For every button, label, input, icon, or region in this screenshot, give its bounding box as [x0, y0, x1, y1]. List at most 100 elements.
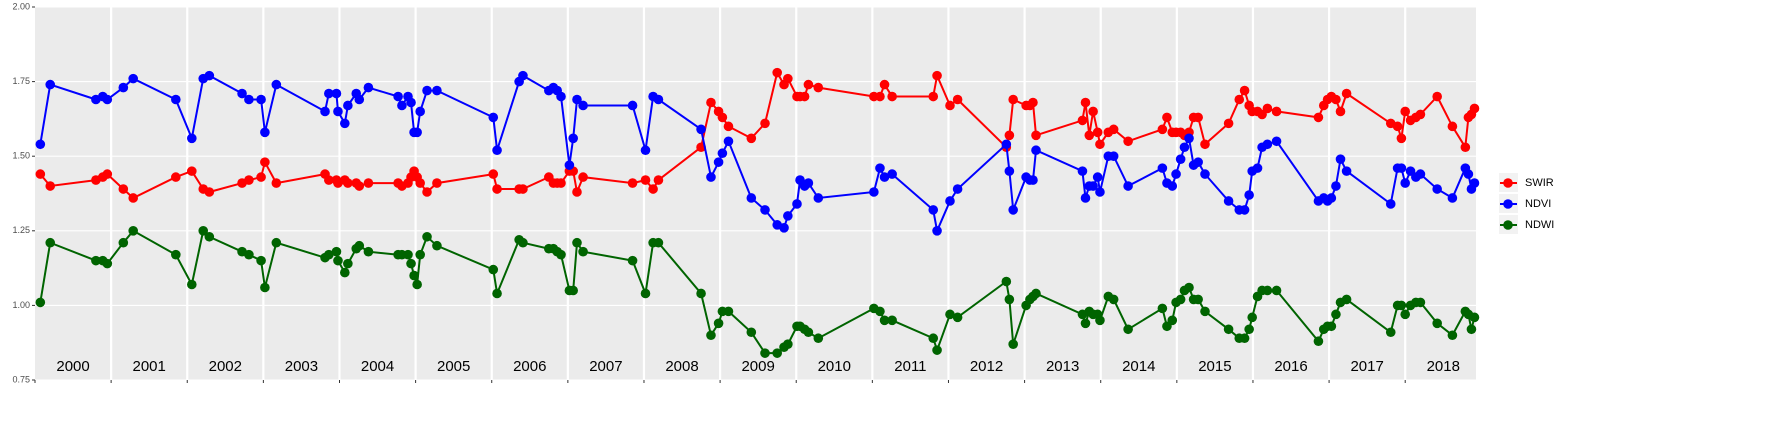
point: [1077, 166, 1088, 176]
point: [1031, 288, 1041, 299]
point: [1077, 115, 1088, 126]
point: [1123, 136, 1133, 147]
point: [1341, 166, 1352, 176]
point: [406, 97, 416, 108]
point: [422, 85, 432, 96]
point: [723, 136, 734, 147]
point: [1200, 306, 1210, 317]
point: [204, 231, 215, 242]
point: [1223, 196, 1234, 206]
point: [640, 175, 651, 185]
point: [1200, 139, 1210, 150]
point: [556, 249, 566, 260]
point: [1341, 294, 1352, 305]
point: [1162, 112, 1172, 123]
point: [102, 94, 113, 105]
y-tick-label: 0.75: [12, 374, 30, 384]
y-tick-label: 1.75: [12, 76, 30, 86]
point: [1313, 112, 1324, 123]
point: [653, 237, 664, 248]
point: [187, 133, 197, 144]
legend-label: NDWI: [1525, 219, 1554, 231]
point: [1031, 145, 1041, 156]
year-label: 2011: [894, 358, 926, 375]
point: [706, 172, 716, 182]
point: [1004, 294, 1015, 305]
point: [415, 178, 425, 188]
year-label: 2018: [1427, 358, 1460, 375]
point: [488, 264, 499, 275]
point: [1239, 333, 1250, 344]
point: [1326, 193, 1337, 203]
point: [343, 178, 353, 188]
point: [723, 306, 734, 317]
point: [1447, 330, 1458, 341]
point: [723, 121, 734, 132]
point: [128, 73, 138, 84]
point: [772, 67, 782, 78]
point: [1092, 127, 1103, 138]
point: [572, 94, 582, 105]
point: [340, 267, 350, 278]
point: [746, 133, 757, 144]
year-label: 2002: [209, 358, 242, 375]
point: [1108, 294, 1119, 305]
point: [1008, 339, 1018, 349]
point: [564, 160, 575, 170]
point: [1001, 139, 1012, 150]
point: [1008, 205, 1018, 215]
point: [393, 91, 403, 102]
point: [35, 169, 46, 179]
point: [1331, 181, 1341, 191]
point: [1415, 169, 1426, 179]
point: [945, 100, 955, 111]
point: [45, 79, 56, 90]
point: [1123, 324, 1133, 335]
point: [403, 249, 413, 260]
point: [952, 94, 963, 105]
point: [792, 199, 802, 209]
year-label: 2007: [589, 358, 622, 375]
point: [320, 106, 330, 117]
point: [1095, 187, 1105, 197]
year-label: 2017: [1350, 358, 1383, 375]
point: [945, 196, 955, 206]
point: [813, 82, 824, 93]
point: [45, 181, 56, 191]
point: [568, 133, 578, 144]
point: [91, 255, 101, 266]
point: [409, 270, 419, 281]
year-label: 2016: [1274, 358, 1307, 375]
year-label: 2006: [513, 358, 546, 375]
legend-label: SWIR: [1525, 177, 1554, 189]
point: [1247, 312, 1257, 323]
point: [1004, 130, 1015, 141]
point: [1193, 112, 1203, 123]
point: [331, 246, 342, 257]
point: [1385, 199, 1396, 209]
point: [928, 333, 939, 344]
point: [1088, 181, 1098, 191]
point: [1080, 97, 1091, 108]
point: [572, 237, 582, 248]
point: [1326, 321, 1337, 332]
point: [1200, 169, 1210, 179]
point: [1088, 106, 1098, 117]
y-tick-label: 1.50: [12, 151, 30, 161]
point: [1469, 178, 1480, 188]
point: [1244, 190, 1254, 200]
point: [171, 249, 181, 260]
point: [879, 315, 890, 326]
point: [271, 237, 282, 248]
point: [492, 288, 502, 299]
legend-point: [1503, 199, 1513, 209]
point: [331, 88, 342, 99]
point: [1223, 324, 1234, 335]
point: [1001, 276, 1012, 287]
point: [696, 124, 706, 135]
point: [518, 70, 528, 81]
point: [244, 249, 254, 260]
point: [1157, 303, 1168, 314]
point: [1028, 175, 1038, 185]
